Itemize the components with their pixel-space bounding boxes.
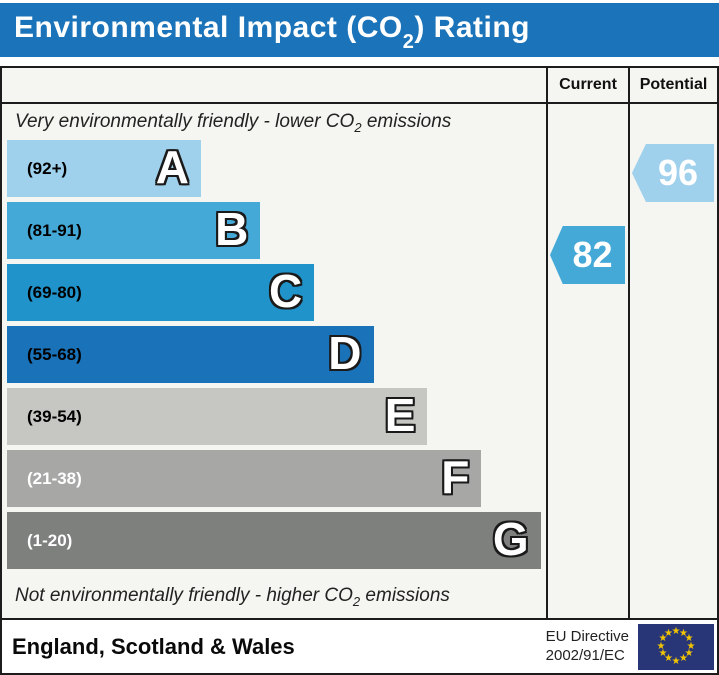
eu-directive-label: EU Directive 2002/91/EC xyxy=(545,627,629,664)
title-bar: Environmental Impact (CO2) Rating xyxy=(0,3,719,57)
eu-flag-star-icon: ★ xyxy=(679,653,688,665)
current-column: 82 xyxy=(546,104,628,618)
band-letter: B xyxy=(215,202,249,255)
region-label: England, Scotland & Wales xyxy=(12,633,295,659)
potential-rating-arrow: 96 xyxy=(632,144,714,202)
band-bar-c: (69-80) C xyxy=(7,264,315,321)
band-letter: F xyxy=(441,450,470,503)
eu-flag-star-icon: ★ xyxy=(656,640,666,652)
bands-column: Very environmentally friendly - lower CO… xyxy=(2,104,546,618)
eu-flag-star-icon: ★ xyxy=(684,648,694,659)
eu-flag-star-icon: ★ xyxy=(671,655,681,667)
eu-flag-star-icon: ★ xyxy=(679,627,688,639)
band-bar-e: (39-54) E xyxy=(7,388,428,445)
eu-flag-star-icon: ★ xyxy=(658,648,668,659)
band-row-b: (81-91) B xyxy=(7,202,546,259)
band-row-d: (55-68) D xyxy=(7,326,546,383)
page-title: Environmental Impact (CO2) Rating xyxy=(14,10,531,53)
band-row-f: (21-38) F xyxy=(7,450,546,507)
band-range-label: (69-80) xyxy=(27,282,82,302)
band-letter: G xyxy=(492,512,529,565)
rating-table: Current Potential Very environmentally f… xyxy=(0,66,719,620)
band-letter: C xyxy=(268,264,303,317)
band-range-label: (92+) xyxy=(27,158,68,178)
band-bar-b: (81-91) B xyxy=(7,202,261,259)
top-note: Very environmentally friendly - lower CO… xyxy=(15,111,452,135)
potential-column: 96 xyxy=(628,104,717,618)
eu-flag-star-icon: ★ xyxy=(671,625,681,637)
eu-flag-star-icon: ★ xyxy=(658,633,668,644)
band-bar-g: (1-20) G xyxy=(7,512,541,569)
eu-flag: ★ ★ ★ ★ ★ ★ ★ ★ ★ ★ ★ ★ xyxy=(638,623,714,670)
header-spacer-cell xyxy=(2,68,546,102)
band-row-a: (92+) A xyxy=(7,140,546,197)
current-rating-arrow: 82 xyxy=(550,226,625,284)
current-column-header: Current xyxy=(546,68,628,102)
band-bar-f: (21-38) F xyxy=(7,450,482,507)
eu-flag-star-icon: ★ xyxy=(664,653,673,665)
band-letter: A xyxy=(155,140,190,193)
rating-bands: (92+) A (81-91) B (69-80) C xyxy=(2,140,546,569)
band-row-g: (1-20) G xyxy=(7,512,546,569)
band-letter: D xyxy=(328,326,362,379)
bottom-note: Not environmentally friendly - higher CO… xyxy=(15,585,450,609)
current-rating-value: 82 xyxy=(572,234,613,275)
table-header-row: Current Potential xyxy=(2,68,717,104)
band-range-label: (39-54) xyxy=(27,406,82,426)
band-range-label: (81-91) xyxy=(27,220,82,240)
eu-flag-star-icon: ★ xyxy=(684,633,694,644)
band-range-label: (21-38) xyxy=(27,468,82,488)
band-bar-a: (92+) A xyxy=(7,140,202,197)
table-body-row: Very environmentally friendly - lower CO… xyxy=(2,104,717,618)
band-bar-d: (55-68) D xyxy=(7,326,374,383)
band-letter: E xyxy=(384,388,416,441)
band-range-label: (55-68) xyxy=(27,344,82,364)
band-row-e: (39-54) E xyxy=(7,388,546,445)
band-range-label: (1-20) xyxy=(27,530,73,550)
eu-flag-star-icon: ★ xyxy=(686,640,696,652)
band-row-c: (69-80) C xyxy=(7,264,546,321)
potential-column-header: Potential xyxy=(628,68,717,102)
footer-bar: England, Scotland & Wales EU Directive 2… xyxy=(0,620,719,675)
eu-flag-star-icon: ★ xyxy=(664,627,673,639)
potential-rating-value: 96 xyxy=(657,152,699,193)
